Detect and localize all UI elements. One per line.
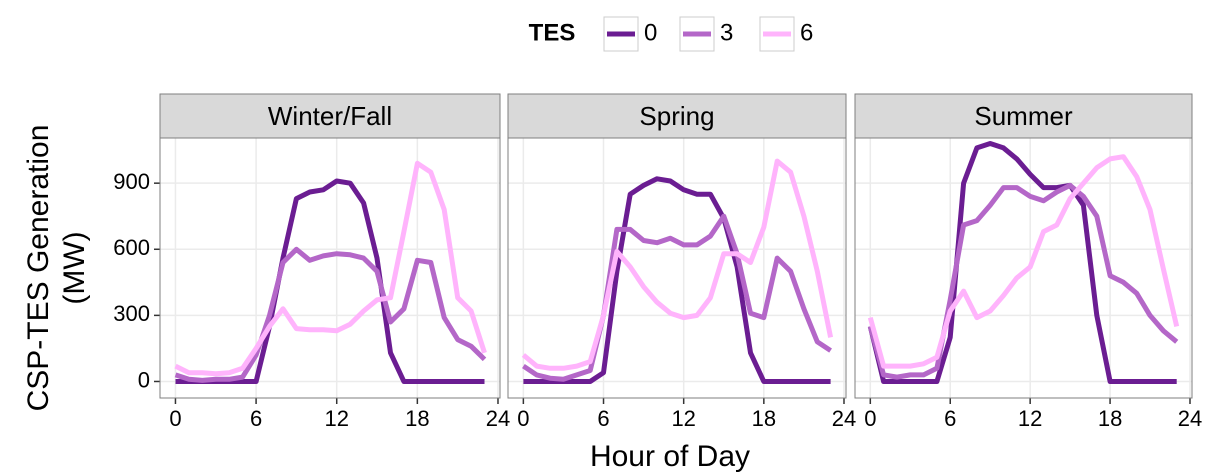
x-tick-label: 24: [1178, 406, 1202, 431]
line: [522, 213, 832, 382]
y-tick-label: 900: [113, 169, 150, 194]
panel-border: [507, 137, 847, 399]
panel: [855, 138, 1192, 398]
x-tick-label: 18: [405, 406, 429, 431]
x-tick-label: 12: [671, 406, 695, 431]
x-tick-label: 6: [250, 406, 262, 431]
panel: [508, 138, 846, 398]
x-tick-label: 6: [944, 406, 956, 431]
line: [867, 141, 1177, 384]
x-tick-label: 18: [1098, 406, 1122, 431]
x-tick-label: 6: [597, 406, 609, 431]
y-axis-title: CSP-TES Generation: [22, 125, 55, 412]
strip-title: Spring: [639, 101, 714, 131]
y-tick-label: 300: [113, 301, 150, 326]
x-tick-label: 18: [752, 406, 776, 431]
line: [867, 154, 1180, 369]
line: [174, 246, 487, 383]
x-tick-label: 24: [486, 406, 510, 431]
strip-title: Winter/Fall: [268, 101, 392, 131]
legend-title: TES: [529, 19, 576, 46]
x-tick-label: 0: [517, 406, 529, 431]
strip: [854, 93, 1193, 139]
legend-label: 0: [644, 19, 657, 46]
line: [174, 160, 487, 377]
x-tick-label: 0: [169, 406, 181, 431]
line: [867, 182, 1179, 380]
panel-border: [854, 137, 1193, 399]
x-tick-label: 24: [832, 406, 856, 431]
strip-title: Summer: [974, 101, 1073, 131]
legend-label: 6: [800, 19, 813, 46]
x-tick-label: 12: [1018, 406, 1042, 431]
line: [523, 176, 831, 384]
panel: [160, 138, 500, 398]
panel-border: [159, 137, 501, 399]
y-axis-title: (MW): [58, 231, 91, 304]
y-tick-label: 0: [138, 367, 150, 392]
y-tick-label: 600: [113, 235, 150, 260]
legend-label: 3: [720, 19, 733, 46]
x-tick-label: 12: [324, 406, 348, 431]
x-axis-title: Hour of Day: [590, 440, 750, 473]
x-tick-label: 0: [864, 406, 876, 431]
line: [521, 158, 834, 371]
